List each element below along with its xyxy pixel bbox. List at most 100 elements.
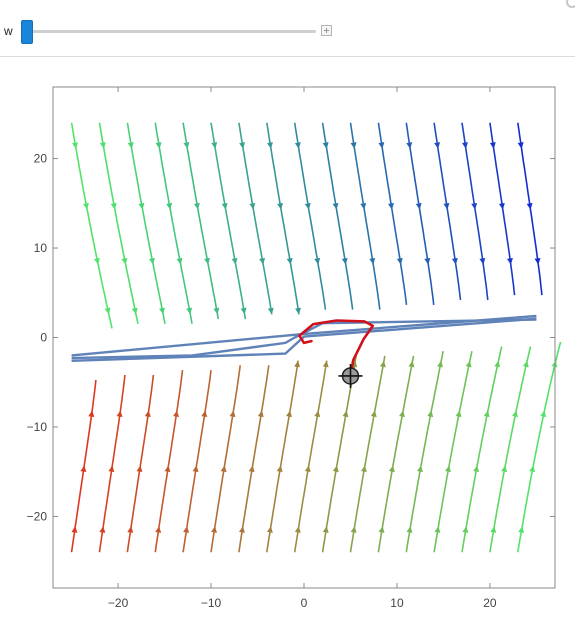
- stream-line: [70, 379, 97, 553]
- locator-cross: [338, 363, 363, 388]
- stream-arrow: [517, 142, 524, 149]
- separatrix-line: [71, 314, 537, 357]
- stream-arrow: [166, 202, 173, 210]
- stream-arrow: [257, 410, 264, 418]
- y-tick-label: −20: [27, 509, 48, 523]
- stream-arrow: [417, 465, 423, 473]
- stream-arrow: [240, 307, 247, 315]
- stream-arrow: [473, 465, 480, 473]
- stream-arrow: [259, 257, 266, 265]
- stream-line: [489, 346, 532, 553]
- stream-arrow: [88, 410, 95, 418]
- x-tick-label: −10: [201, 596, 222, 610]
- stream-arrow: [127, 526, 134, 533]
- stream-line: [182, 370, 212, 553]
- stream-arrow: [221, 202, 228, 210]
- stream-arrow: [396, 257, 403, 265]
- stream-arrow: [370, 410, 377, 418]
- stream-arrow: [369, 257, 376, 265]
- w-slider-track[interactable]: [22, 30, 316, 33]
- stream-arrow: [427, 410, 434, 418]
- stream-arrow: [93, 257, 100, 265]
- locator-crosshair[interactable]: [338, 363, 363, 388]
- stream-arrow: [360, 465, 367, 473]
- stream-arrow: [378, 526, 385, 533]
- stream-arrow: [434, 142, 441, 149]
- stream-line: [461, 346, 503, 553]
- stream-arrow: [501, 465, 508, 473]
- stream-arrow: [144, 410, 151, 418]
- stream-arrow: [322, 526, 329, 533]
- separatrix-line: [71, 317, 537, 362]
- close-icon[interactable]: [563, 0, 575, 10]
- stream-arrow: [104, 307, 111, 315]
- stream-arrow: [183, 142, 190, 149]
- stream-arrow: [231, 257, 238, 265]
- stream-arrow: [159, 307, 165, 315]
- stream-arrow: [183, 526, 190, 533]
- stream-line: [98, 374, 126, 553]
- stream-arrow: [332, 202, 339, 210]
- stream-arrow: [213, 307, 220, 315]
- stream-arrow: [229, 410, 236, 418]
- stream-arrow: [540, 410, 547, 418]
- manipulate-controls: w: [0, 0, 575, 56]
- stream-arrow: [437, 360, 443, 368]
- x-tick-label: −20: [108, 596, 129, 610]
- stream-arrow: [294, 526, 301, 533]
- stream-arrow: [193, 202, 200, 210]
- stream-arrow: [294, 360, 301, 368]
- stream-arrow: [173, 410, 180, 418]
- stream-arrow: [479, 257, 486, 265]
- stream-arrow: [295, 307, 301, 315]
- stream-arrow: [304, 465, 311, 473]
- stream-line: [433, 351, 473, 553]
- stream-arrow: [80, 465, 87, 473]
- expand-controls-button[interactable]: [321, 25, 332, 36]
- stream-line: [126, 122, 166, 324]
- y-tick-label: −10: [27, 420, 48, 434]
- stream-arrow: [138, 202, 145, 210]
- stream-arrow: [388, 465, 395, 473]
- stream-arrow: [136, 465, 143, 473]
- stream-arrow: [71, 526, 78, 533]
- stream-arrow: [201, 410, 208, 418]
- stream-arrow: [406, 526, 413, 533]
- stream-line: [266, 360, 299, 553]
- stream-line: [489, 122, 516, 296]
- stream-arrow: [455, 410, 462, 418]
- stream-line: [321, 122, 354, 310]
- stream-line: [349, 122, 381, 310]
- y-tick-label: 20: [34, 152, 48, 166]
- x-tick-label: 10: [390, 596, 404, 610]
- stream-arrow: [211, 142, 218, 149]
- stream-arrow: [379, 360, 386, 368]
- stream-arrow: [360, 202, 367, 210]
- stream-line: [349, 355, 386, 553]
- stream-arrow: [192, 465, 199, 473]
- stream-line: [238, 365, 270, 553]
- stream-arrow: [350, 526, 357, 533]
- stream-arrow: [239, 526, 245, 533]
- stream-lines: [70, 122, 562, 553]
- stream-arrow: [248, 465, 255, 473]
- stream-arrow: [155, 526, 162, 533]
- x-tick-label: 20: [483, 596, 497, 610]
- separatrix-lines: [71, 314, 537, 362]
- stream-arrow: [286, 410, 292, 418]
- stream-line: [405, 351, 444, 553]
- stream-arrow: [220, 465, 227, 473]
- stream-arrow: [408, 360, 415, 368]
- stream-arrow: [512, 410, 518, 418]
- stream-arrow: [322, 360, 329, 368]
- stream-arrow: [127, 142, 134, 149]
- stream-arrow: [471, 202, 478, 210]
- stream-arrow: [434, 526, 441, 533]
- y-tick-label: 0: [40, 331, 47, 345]
- stream-arrow: [121, 257, 128, 265]
- stream-arrow: [489, 142, 496, 149]
- stream-line: [266, 122, 300, 315]
- stream-arrow: [483, 410, 490, 418]
- stream-arrow: [399, 410, 405, 418]
- w-slider-thumb[interactable]: [21, 20, 33, 44]
